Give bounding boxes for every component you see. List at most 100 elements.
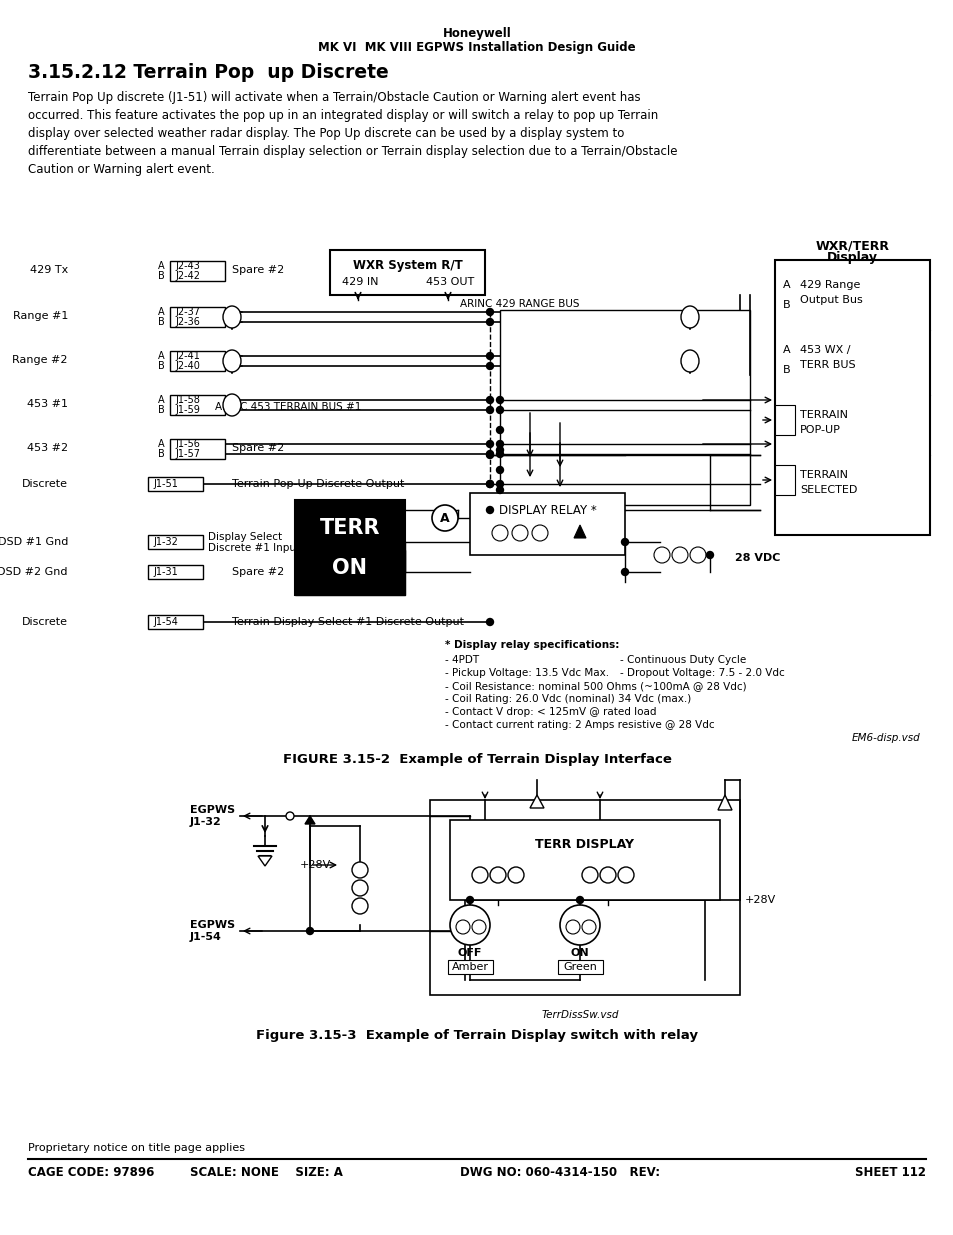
Circle shape: [486, 619, 493, 625]
Circle shape: [472, 920, 485, 934]
Text: Discrete #1 Input: Discrete #1 Input: [208, 543, 300, 553]
Text: A: A: [782, 280, 790, 290]
Bar: [170, 308, 225, 327]
Circle shape: [486, 352, 493, 359]
Circle shape: [450, 905, 490, 945]
Text: +28V: +28V: [744, 895, 776, 905]
Bar: [430, 800, 740, 995]
Ellipse shape: [680, 306, 699, 329]
Text: Spare #2: Spare #2: [232, 266, 284, 275]
Bar: [170, 351, 225, 370]
Text: 429 Range: 429 Range: [800, 280, 860, 290]
Circle shape: [599, 867, 616, 883]
Circle shape: [486, 452, 493, 458]
Text: TERRAIN: TERRAIN: [800, 410, 847, 420]
Text: WXR System R/T: WXR System R/T: [353, 259, 462, 273]
Text: ARINC 453 TERRAIN BUS #1: ARINC 453 TERRAIN BUS #1: [214, 403, 361, 412]
Text: 3.15.2.12 Terrain Pop  up Discrete: 3.15.2.12 Terrain Pop up Discrete: [28, 63, 388, 82]
Text: - Contact current rating: 2 Amps resistive @ 28 Vdc: - Contact current rating: 2 Amps resisti…: [444, 720, 714, 730]
Bar: [774, 466, 794, 495]
Circle shape: [671, 547, 687, 563]
Circle shape: [507, 867, 523, 883]
Text: Caution or Warning alert event.: Caution or Warning alert event.: [28, 163, 214, 177]
Circle shape: [654, 547, 669, 563]
Circle shape: [496, 451, 503, 457]
Circle shape: [496, 480, 503, 488]
Text: EGPWS: EGPWS: [190, 805, 234, 815]
Text: EM6-disp.vsd: EM6-disp.vsd: [850, 734, 919, 743]
Text: Figure 3.15-3  Example of Terrain Display switch with relay: Figure 3.15-3 Example of Terrain Display…: [255, 1029, 698, 1041]
Text: WXR/TERR: WXR/TERR: [815, 240, 888, 252]
Ellipse shape: [223, 394, 241, 416]
Polygon shape: [718, 795, 731, 810]
Text: J1-54: J1-54: [152, 618, 177, 627]
Circle shape: [352, 862, 368, 878]
Circle shape: [620, 538, 628, 546]
Circle shape: [486, 441, 493, 447]
Text: occurred. This feature activates the pop up in an integrated display or will swi: occurred. This feature activates the pop…: [28, 110, 658, 122]
Text: J2-36: J2-36: [174, 317, 200, 327]
Circle shape: [486, 396, 493, 404]
Text: 453 WX /: 453 WX /: [800, 345, 850, 354]
Bar: [148, 477, 203, 492]
Circle shape: [496, 447, 503, 453]
Bar: [450, 820, 720, 900]
Text: ON: ON: [333, 558, 367, 578]
Text: Green: Green: [562, 962, 597, 972]
Circle shape: [689, 547, 705, 563]
Text: MK VI  MK VIII EGPWS Installation Design Guide: MK VI MK VIII EGPWS Installation Design …: [318, 42, 635, 54]
Text: Spare #2: Spare #2: [232, 443, 284, 453]
Text: Range #2: Range #2: [12, 354, 68, 366]
Circle shape: [706, 552, 713, 558]
Circle shape: [576, 897, 583, 904]
Circle shape: [486, 451, 493, 457]
Text: J2-37: J2-37: [174, 308, 200, 317]
Text: ARINC 429 RANGE BUS: ARINC 429 RANGE BUS: [459, 299, 579, 309]
Text: - Pickup Voltage: 13.5 Vdc Max.: - Pickup Voltage: 13.5 Vdc Max.: [444, 668, 608, 678]
Circle shape: [486, 406, 493, 414]
Ellipse shape: [223, 350, 241, 372]
Circle shape: [472, 867, 488, 883]
Text: Discrete: Discrete: [22, 479, 68, 489]
Text: 453 #2: 453 #2: [27, 443, 68, 453]
Text: Spare #2: Spare #2: [232, 567, 284, 577]
Text: SELECTED: SELECTED: [800, 485, 857, 495]
Text: POP-UP: POP-UP: [800, 425, 840, 435]
Circle shape: [486, 319, 493, 326]
Text: Terrain Display Select #1 Discrete Output: Terrain Display Select #1 Discrete Outpu…: [232, 618, 463, 627]
Circle shape: [581, 867, 598, 883]
Bar: [774, 261, 929, 535]
Text: differentiate between a manual Terrain display selection or Terrain display sele: differentiate between a manual Terrain d…: [28, 146, 677, 158]
Text: Momentary: Momentary: [322, 585, 377, 595]
Circle shape: [486, 309, 493, 315]
Text: DWG NO: 060-4314-150   REV:: DWG NO: 060-4314-150 REV:: [459, 1166, 659, 1178]
Text: Display: Display: [826, 251, 877, 263]
Text: A: A: [782, 345, 790, 354]
Text: - Dropout Voltage: 7.5 - 2.0 Vdc: - Dropout Voltage: 7.5 - 2.0 Vdc: [619, 668, 784, 678]
Text: J1-32: J1-32: [152, 537, 177, 547]
Text: J1-56: J1-56: [174, 438, 200, 450]
Circle shape: [486, 363, 493, 369]
Text: A: A: [158, 261, 165, 270]
Circle shape: [618, 867, 634, 883]
Text: Honeywell: Honeywell: [442, 27, 511, 41]
Text: A: A: [439, 511, 450, 525]
Text: TERR: TERR: [319, 517, 380, 538]
Bar: [470, 493, 624, 555]
Polygon shape: [305, 816, 314, 824]
Text: B: B: [158, 361, 165, 370]
Circle shape: [496, 406, 503, 414]
Bar: [499, 310, 749, 505]
Text: - Coil Resistance: nominal 500 Ohms (~100mA @ 28 Vdc): - Coil Resistance: nominal 500 Ohms (~10…: [444, 680, 746, 692]
Text: A: A: [158, 351, 165, 361]
Text: J1-31: J1-31: [152, 567, 177, 577]
Text: Terrain Pop Up discrete (J1-51) will activate when a Terrain/Obstacle Caution or: Terrain Pop Up discrete (J1-51) will act…: [28, 91, 640, 105]
Text: TERR DISPLAY: TERR DISPLAY: [535, 839, 634, 851]
Text: SCALE: NONE    SIZE: A: SCALE: NONE SIZE: A: [190, 1166, 342, 1178]
Circle shape: [565, 920, 579, 934]
Circle shape: [352, 898, 368, 914]
Text: Amber: Amber: [451, 962, 488, 972]
Text: Terrain Pop-Up Discrete Output: Terrain Pop-Up Discrete Output: [232, 479, 404, 489]
Text: B: B: [158, 270, 165, 282]
Text: 429 Tx: 429 Tx: [30, 266, 68, 275]
